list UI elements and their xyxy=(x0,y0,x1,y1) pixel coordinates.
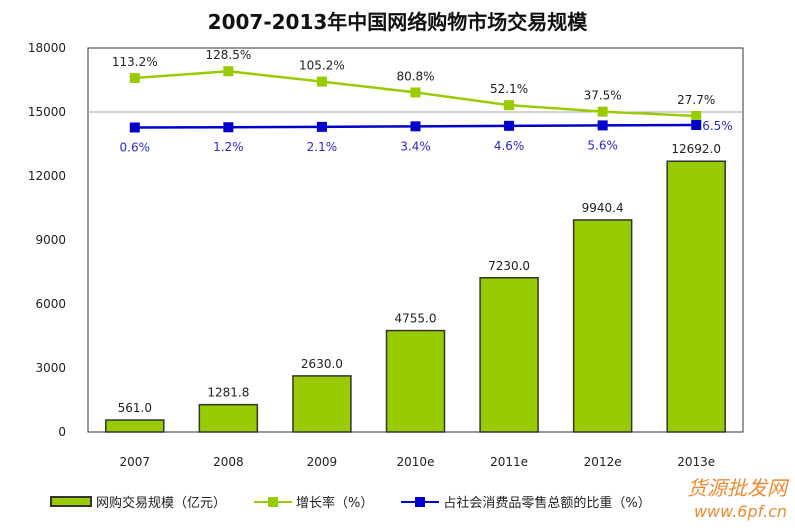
legend: 网购交易规模（亿元） 增长率（%） 占社会消费品零售总额的比重（%） xyxy=(50,492,651,511)
growth-marker xyxy=(504,100,515,111)
legend-item-growth: 增长率（%） xyxy=(254,492,373,511)
growth-marker xyxy=(316,76,327,87)
growth-data-label: 128.5% xyxy=(205,48,251,62)
share-marker xyxy=(504,120,515,131)
legend-label-share: 占社会消费品零售总额的比重（%） xyxy=(443,496,651,511)
x-tick-label: 2009 xyxy=(307,455,338,469)
legend-swatch-bar xyxy=(50,496,92,507)
bar-data-label: 7230.0 xyxy=(488,259,530,273)
legend-swatch-share xyxy=(401,496,440,507)
y-tick-label: 3000 xyxy=(35,361,66,375)
share-marker xyxy=(223,122,234,133)
growth-data-label: 37.5% xyxy=(584,89,622,103)
share-data-label: 4.6% xyxy=(494,139,525,153)
growth-marker xyxy=(410,87,421,98)
share-data-label: 6.5% xyxy=(702,119,733,133)
share-data-label: 5.6% xyxy=(587,138,618,152)
growth-marker xyxy=(597,106,608,117)
y-tick-label: 12000 xyxy=(28,169,66,183)
share-marker xyxy=(316,121,327,132)
legend-label-growth: 增长率（%） xyxy=(296,496,374,511)
legend-swatch-growth xyxy=(254,496,293,507)
bar xyxy=(292,375,352,433)
legend-item-bar: 网购交易规模（亿元） xyxy=(50,492,226,511)
watermark-line2: www.6pf.cn xyxy=(693,502,787,521)
share-data-label: 1.2% xyxy=(213,140,244,154)
y-tick-label: 6000 xyxy=(35,297,66,311)
watermark-line1: 货源批发网 xyxy=(687,476,787,500)
x-tick-label: 2008 xyxy=(213,455,244,469)
x-tick-label: 2013e xyxy=(677,455,715,469)
share-data-label: 0.6% xyxy=(120,141,151,155)
y-tick-label: 9000 xyxy=(35,233,66,247)
bar-data-label: 2630.0 xyxy=(301,357,343,371)
y-tick-label: 0 xyxy=(58,425,66,439)
y-tick-label: 15000 xyxy=(28,105,66,119)
x-tick-label: 2010e xyxy=(397,455,435,469)
growth-data-label: 105.2% xyxy=(299,59,345,73)
bar xyxy=(666,160,726,433)
bar xyxy=(105,419,165,433)
watermark: 货源批发网 www.6pf.cn xyxy=(687,476,787,524)
growth-data-label: 113.2% xyxy=(112,55,158,69)
chart-title: 2007-2013年中国网络购物市场交易规模 xyxy=(207,10,588,34)
share-marker xyxy=(597,120,608,131)
growth-data-label: 52.1% xyxy=(490,82,528,96)
share-marker xyxy=(410,121,421,132)
bar-data-label: 9940.4 xyxy=(582,201,624,215)
share-data-label: 2.1% xyxy=(307,140,338,154)
bar-data-label: 561.0 xyxy=(118,401,152,415)
legend-label-bar: 网购交易规模（亿元） xyxy=(96,496,227,511)
bar xyxy=(572,219,633,433)
x-tick-label: 2012e xyxy=(584,455,622,469)
bar-data-label: 1281.8 xyxy=(207,386,249,400)
share-marker xyxy=(691,120,702,131)
bar-data-label: 12692.0 xyxy=(671,142,721,156)
x-tick-label: 2007 xyxy=(120,455,151,469)
growth-marker xyxy=(223,66,234,77)
x-tick-label: 2011e xyxy=(490,455,528,469)
share-data-label: 3.4% xyxy=(400,139,431,153)
growth-data-label: 80.8% xyxy=(396,69,434,83)
bar xyxy=(198,403,259,433)
share-marker xyxy=(129,122,140,133)
legend-item-share: 占社会消费品零售总额的比重（%） xyxy=(401,492,651,511)
y-tick-label: 18000 xyxy=(28,41,66,55)
bar xyxy=(385,329,446,433)
growth-marker xyxy=(129,73,140,84)
growth-data-label: 27.7% xyxy=(677,93,715,107)
bar-data-label: 4755.0 xyxy=(395,312,437,326)
growth-marker xyxy=(691,111,702,121)
bar xyxy=(479,277,539,433)
